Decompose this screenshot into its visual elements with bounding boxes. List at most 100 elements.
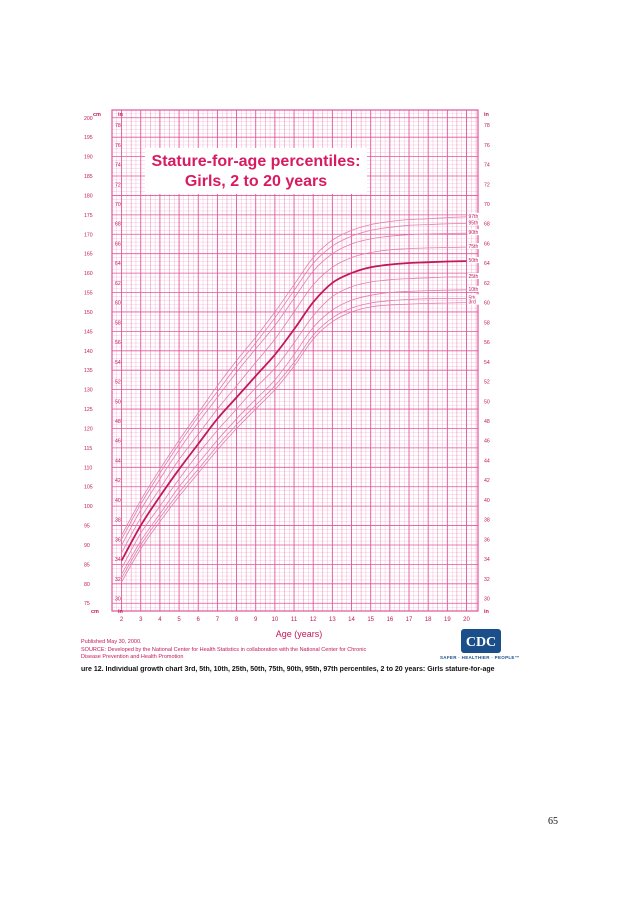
in-tick-label-right: 64 xyxy=(484,261,490,267)
x-tick-label: 8 xyxy=(235,617,239,623)
chart-title: Stature-for-age percentiles: xyxy=(152,153,361,170)
percentile-label-bg xyxy=(467,229,484,236)
in-tick-label-left: 46 xyxy=(115,439,121,445)
percentile-curve-97th xyxy=(121,216,467,536)
percentile-label-90th: 90th xyxy=(469,230,479,236)
percentile-curve-90th xyxy=(121,232,467,546)
y-axis-unit-cm: cm xyxy=(93,112,101,118)
percentile-label-97th: 97th xyxy=(469,214,479,220)
percentile-label-3rd: 3rd xyxy=(469,300,476,306)
cm-tick-label: 120 xyxy=(84,426,93,432)
in-tick-label-right: 56 xyxy=(484,340,490,346)
cm-tick-label: 105 xyxy=(84,485,93,491)
in-tick-label-left: 68 xyxy=(115,222,121,228)
cm-tick-label: 115 xyxy=(84,446,92,452)
percentile-label-bg xyxy=(467,243,484,250)
in-tick-label-right: 38 xyxy=(484,518,490,524)
x-tick-label: 9 xyxy=(254,617,258,623)
in-tick-label-left: 54 xyxy=(115,360,121,366)
cm-tick-label: 100 xyxy=(84,504,93,510)
x-tick-label: 4 xyxy=(158,617,162,623)
in-tick-label-left: 56 xyxy=(115,340,121,346)
percentile-label-bg xyxy=(467,298,484,305)
in-tick-label-right: 72 xyxy=(484,182,490,188)
y-axis-unit-in-right: in xyxy=(484,112,490,118)
in-tick-label-left: 44 xyxy=(115,458,121,464)
percentile-label-10th: 10th xyxy=(469,287,479,293)
percentile-label-bg xyxy=(467,285,484,292)
published-note: Published May 30, 2000. xyxy=(81,639,142,645)
x-tick-label: 6 xyxy=(197,617,201,623)
in-tick-label-left: 30 xyxy=(115,597,121,603)
x-tick-label: 11 xyxy=(291,617,298,623)
in-tick-label-left: 32 xyxy=(115,577,121,583)
percentile-curve-95th xyxy=(121,223,467,540)
cdc-tagline: SAFER · HEALTHIER · PEOPLE™ xyxy=(440,655,520,660)
cm-tick-label: 85 xyxy=(84,562,90,568)
percentile-label-bg xyxy=(467,294,484,301)
x-tick-label: 2 xyxy=(120,617,124,623)
chart-frame xyxy=(111,109,479,612)
in-tick-label-right: 66 xyxy=(484,241,490,247)
percentile-label-5th: 5th xyxy=(469,295,476,301)
x-tick-label: 17 xyxy=(406,617,413,623)
y-axis-unit-cm-bottom: cm xyxy=(91,609,99,615)
chart-subtitle: Girls, 2 to 20 years xyxy=(185,173,327,190)
x-tick-label: 12 xyxy=(310,617,317,623)
percentile-label-25th: 25th xyxy=(469,274,479,280)
cm-tick-label: 185 xyxy=(84,174,93,180)
in-tick-label-left: 58 xyxy=(115,320,121,326)
cm-tick-label: 170 xyxy=(84,232,93,238)
percentile-label-75th: 75th xyxy=(469,244,479,250)
x-tick-label: 3 xyxy=(139,617,143,623)
percentile-curve-75th xyxy=(121,246,467,553)
x-tick-label: 20 xyxy=(463,617,470,623)
cm-tick-label: 130 xyxy=(84,388,93,394)
cm-tick-label: 165 xyxy=(84,252,93,258)
percentile-curve-25th xyxy=(121,276,467,569)
in-tick-label-left: 52 xyxy=(115,380,121,386)
in-tick-label-left: 50 xyxy=(115,399,121,405)
x-tick-label: 15 xyxy=(367,617,374,623)
percentile-label-50th: 50th xyxy=(469,258,479,264)
y-axis-unit-in-bottom-left: in xyxy=(118,609,124,615)
y-axis-unit-in-left: in xyxy=(118,112,124,118)
cm-tick-label: 200 xyxy=(84,116,93,122)
in-tick-label-left: 72 xyxy=(115,182,121,188)
cm-tick-label: 140 xyxy=(84,349,93,355)
cdc-logo: CDC xyxy=(461,629,501,653)
in-tick-label-left: 38 xyxy=(115,518,121,524)
cdc-logo-background xyxy=(461,629,501,653)
in-tick-label-right: 30 xyxy=(484,597,490,603)
source-note: SOURCE: Developed by the National Center… xyxy=(81,647,367,660)
page-number: 65 xyxy=(548,816,558,827)
y-axis-unit-in-bottom-right: in xyxy=(484,609,490,615)
cm-tick-label: 160 xyxy=(84,271,93,277)
figure-caption: ure 12. Individual growth chart 3rd, 5th… xyxy=(81,666,495,673)
cm-tick-label: 125 xyxy=(84,407,93,413)
in-tick-label-left: 62 xyxy=(115,281,121,287)
percentile-label-bg xyxy=(467,212,484,219)
x-tick-label: 10 xyxy=(272,617,279,623)
in-tick-label-left: 70 xyxy=(115,202,121,208)
cm-tick-label: 145 xyxy=(84,329,93,335)
in-tick-label-right: 58 xyxy=(484,320,490,326)
in-tick-label-left: 40 xyxy=(115,498,121,504)
in-tick-label-right: 48 xyxy=(484,419,490,425)
in-tick-label-right: 44 xyxy=(484,458,490,464)
percentile-curve-5th xyxy=(121,297,467,579)
in-tick-label-left: 66 xyxy=(115,241,121,247)
percentile-label-bg xyxy=(467,219,484,226)
title-background xyxy=(145,148,367,194)
in-tick-label-left: 78 xyxy=(115,123,121,129)
cm-tick-label: 195 xyxy=(84,135,93,141)
cm-tick-label: 180 xyxy=(84,193,93,199)
in-tick-label-right: 40 xyxy=(484,498,490,504)
cm-tick-label: 155 xyxy=(84,291,93,297)
in-tick-label-right: 42 xyxy=(484,478,490,484)
in-tick-label-right: 62 xyxy=(484,281,490,287)
in-tick-label-right: 36 xyxy=(484,537,490,543)
